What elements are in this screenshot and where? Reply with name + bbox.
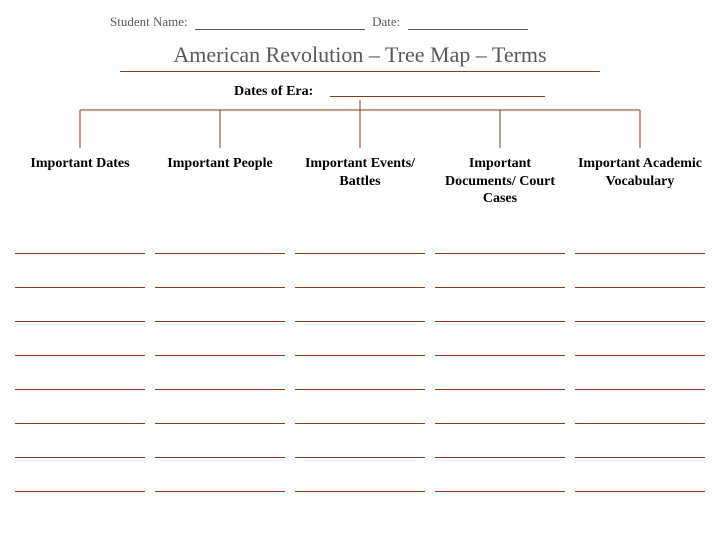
cell-5-4[interactable] (575, 406, 705, 424)
row-3 (10, 338, 710, 356)
cell-0-1[interactable] (155, 236, 285, 254)
column-header-2: Important Events/ Battles (294, 155, 426, 211)
row-6 (10, 440, 710, 458)
cell-5-1[interactable] (155, 406, 285, 424)
cell-3-4[interactable] (575, 338, 705, 356)
blank-rows (10, 236, 710, 508)
row-5 (10, 406, 710, 424)
cell-2-1[interactable] (155, 304, 285, 322)
cell-6-4[interactable] (575, 440, 705, 458)
column-3: Important Documents/ Court Cases (430, 155, 570, 211)
cell-6-0[interactable] (15, 440, 145, 458)
cell-0-3[interactable] (435, 236, 565, 254)
cell-0-4[interactable] (575, 236, 705, 254)
era-blank[interactable] (330, 96, 545, 97)
student-name-label: Student Name: (110, 14, 188, 29)
cell-1-1[interactable] (155, 270, 285, 288)
cell-0-2[interactable] (295, 236, 425, 254)
column-4: Important Academic Vocabulary (570, 155, 710, 211)
tree-connector (0, 100, 720, 160)
column-0: Important Dates (10, 155, 150, 211)
cell-3-2[interactable] (295, 338, 425, 356)
cell-4-3[interactable] (435, 372, 565, 390)
cell-7-2[interactable] (295, 474, 425, 492)
cell-4-1[interactable] (155, 372, 285, 390)
column-2: Important Events/ Battles (290, 155, 430, 211)
cell-4-0[interactable] (15, 372, 145, 390)
cell-3-3[interactable] (435, 338, 565, 356)
row-4 (10, 372, 710, 390)
column-header-3: Important Documents/ Court Cases (434, 155, 566, 211)
cell-4-2[interactable] (295, 372, 425, 390)
page-title: American Revolution – Tree Map – Terms (120, 42, 600, 68)
cell-2-4[interactable] (575, 304, 705, 322)
row-0 (10, 236, 710, 254)
header-line: Student Name: Date: (110, 14, 528, 30)
era-label: Dates of Era: (234, 84, 313, 100)
row-7 (10, 474, 710, 492)
column-header-4: Important Academic Vocabulary (574, 155, 706, 211)
date-label: Date: (372, 14, 400, 29)
cell-3-1[interactable] (155, 338, 285, 356)
row-2 (10, 304, 710, 322)
cell-2-2[interactable] (295, 304, 425, 322)
cell-1-0[interactable] (15, 270, 145, 288)
column-header-1: Important People (154, 155, 286, 211)
cell-1-4[interactable] (575, 270, 705, 288)
cell-3-0[interactable] (15, 338, 145, 356)
cell-2-3[interactable] (435, 304, 565, 322)
row-1 (10, 270, 710, 288)
cell-6-2[interactable] (295, 440, 425, 458)
column-1: Important People (150, 155, 290, 211)
cell-5-2[interactable] (295, 406, 425, 424)
cell-7-3[interactable] (435, 474, 565, 492)
cell-0-0[interactable] (15, 236, 145, 254)
cell-5-3[interactable] (435, 406, 565, 424)
cell-7-4[interactable] (575, 474, 705, 492)
cell-7-0[interactable] (15, 474, 145, 492)
column-headers: Important DatesImportant PeopleImportant… (10, 155, 710, 211)
cell-4-4[interactable] (575, 372, 705, 390)
cell-2-0[interactable] (15, 304, 145, 322)
column-header-0: Important Dates (14, 155, 146, 211)
cell-5-0[interactable] (15, 406, 145, 424)
cell-7-1[interactable] (155, 474, 285, 492)
title-wrap: American Revolution – Tree Map – Terms (120, 42, 600, 72)
cell-6-3[interactable] (435, 440, 565, 458)
cell-6-1[interactable] (155, 440, 285, 458)
cell-1-3[interactable] (435, 270, 565, 288)
date-blank[interactable] (408, 29, 528, 30)
cell-1-2[interactable] (295, 270, 425, 288)
student-name-blank[interactable] (195, 29, 365, 30)
title-underline (120, 71, 600, 72)
